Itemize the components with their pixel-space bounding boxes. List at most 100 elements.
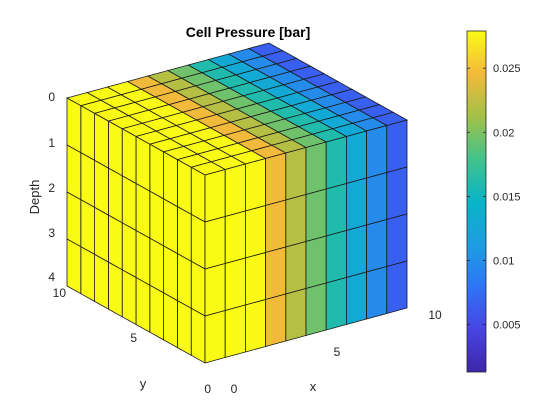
front-face-cell <box>265 246 287 301</box>
front-face-cell <box>244 204 267 259</box>
left-face-cell <box>149 237 165 294</box>
front-face-cell <box>305 235 327 290</box>
front-face-cell <box>345 130 368 185</box>
left-face-cell <box>190 213 206 270</box>
left-face-cell <box>176 252 192 309</box>
front-face-cell <box>285 146 307 201</box>
left-face-cell <box>163 151 178 208</box>
left-face-cell <box>121 175 137 232</box>
front-face-cell <box>204 309 226 364</box>
front-face-cell <box>325 135 347 190</box>
left-face-cell <box>80 246 95 303</box>
colorbar-tick-label: 0.015 <box>493 191 521 203</box>
left-face-cell <box>190 166 206 223</box>
left-face-cell <box>94 206 109 263</box>
chart-title: Cell Pressure [bar] <box>186 24 311 40</box>
x-axis-label: x <box>310 379 317 394</box>
front-face-cell <box>325 276 347 331</box>
front-face-cell <box>265 152 287 207</box>
front-face-cell <box>224 210 246 265</box>
left-face-cell <box>135 229 151 286</box>
colorbar: 0.005 0.01 0.015 0.02 0.025 <box>466 30 521 373</box>
front-face-cell <box>366 171 388 226</box>
left-face-cell <box>135 276 151 333</box>
z-tick-label: 1 <box>48 136 55 150</box>
colorbar-gradient <box>466 30 487 373</box>
left-face-cell <box>108 167 123 224</box>
left-face-cell <box>176 205 192 262</box>
x-tick-label: 5 <box>334 345 341 359</box>
front-face-cell <box>305 141 327 196</box>
left-face-cell <box>108 261 123 318</box>
x-tick-label: 10 <box>428 308 442 322</box>
front-face-cell <box>244 157 267 212</box>
front-face-cell <box>386 260 408 315</box>
left-face-cell <box>121 128 137 185</box>
front-face-cell <box>244 298 267 353</box>
front-face-cell <box>386 213 408 268</box>
front-face-cell <box>325 229 347 284</box>
front-face-cell <box>386 166 408 221</box>
z-tick-label: 4 <box>48 270 55 284</box>
left-face-cell <box>163 245 178 302</box>
colorbar-tick-label: 0.01 <box>493 255 514 267</box>
colorbar-tick-label: 0.025 <box>493 63 521 75</box>
left-face-cell <box>135 135 151 192</box>
front-face-cell <box>366 218 388 273</box>
front-face-cell <box>366 265 388 320</box>
x-tick-label: 0 <box>231 382 238 396</box>
left-face-cell <box>80 105 95 162</box>
colorbar-tick-label: 0.005 <box>493 320 521 332</box>
left-face-cell <box>66 238 82 295</box>
front-face-cell <box>265 293 287 348</box>
left-face-cell <box>163 198 178 255</box>
left-face-cell <box>66 144 82 201</box>
front-face-cell <box>285 240 307 295</box>
front-face-cell <box>345 177 368 232</box>
front-face-cell <box>285 287 307 342</box>
front-face-cell <box>204 168 226 223</box>
front-face-cell <box>325 182 347 237</box>
pressure-cells <box>65 42 409 364</box>
front-face-cell <box>285 193 307 248</box>
z-tick-label: 2 <box>48 181 55 195</box>
colorbar-tick-label: 0.02 <box>493 127 514 139</box>
front-face-cell <box>345 224 368 279</box>
left-face-cell <box>149 284 165 341</box>
y-tick-label: 10 <box>53 286 67 300</box>
left-face-cell <box>66 97 82 154</box>
z-tick-label: 3 <box>48 226 55 240</box>
y-axis-label: y <box>140 376 147 391</box>
y-tick-label: 5 <box>130 331 137 345</box>
left-face-cell <box>149 143 165 200</box>
front-face-cell <box>305 188 327 243</box>
left-face-cell <box>80 152 95 209</box>
left-face-cell <box>108 214 123 271</box>
left-face-cell <box>163 292 178 349</box>
left-face-cell <box>190 307 206 364</box>
left-face-cell <box>190 260 206 317</box>
front-face-cell <box>386 119 408 174</box>
front-face-cell <box>224 304 246 359</box>
y-tick-label: 0 <box>204 382 211 396</box>
front-face-cell <box>224 257 246 312</box>
axes: 0 1 2 3 4 0 5 10 0 5 10 <box>48 90 442 396</box>
front-face-cell <box>204 262 226 317</box>
front-face-cell <box>265 199 287 254</box>
left-face-cell <box>176 299 192 356</box>
left-face-cell <box>94 253 109 310</box>
front-face-cell <box>345 271 368 326</box>
left-face-cell <box>94 112 109 169</box>
front-face-cell <box>224 163 246 218</box>
front-face-cell <box>305 282 327 337</box>
front-face-cell <box>244 251 267 306</box>
left-face-cell <box>135 182 151 239</box>
left-face-cell <box>121 269 137 326</box>
left-face-cell <box>149 190 165 247</box>
front-face-cell <box>204 215 226 270</box>
left-face-cell <box>121 222 137 279</box>
z-tick-label: 0 <box>48 90 55 104</box>
left-face-cell <box>94 159 109 216</box>
left-face-cell <box>176 158 192 215</box>
